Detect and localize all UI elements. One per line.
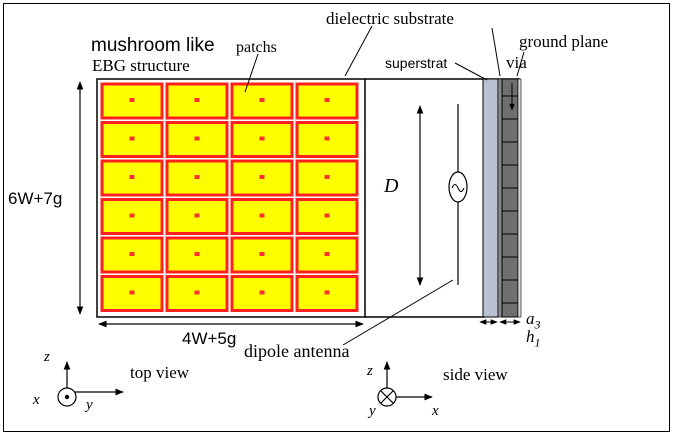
side-axis-z-label: z <box>367 363 373 379</box>
patch-via <box>259 290 265 295</box>
patch-via <box>129 136 135 141</box>
top-axis-x-dot <box>64 394 70 400</box>
ground-plane-label: ground plane <box>519 32 609 51</box>
ebg-patch <box>230 275 294 312</box>
ebg-patch <box>100 82 164 120</box>
ebg-patch <box>230 121 294 158</box>
ground-plane-layer <box>501 78 519 318</box>
patch-via <box>129 252 135 256</box>
leader-dielectric <box>344 25 373 77</box>
patch-via <box>259 98 265 102</box>
ebg-patch <box>100 121 164 158</box>
via-ticks <box>502 95 518 304</box>
leader-dipole <box>342 279 454 346</box>
h1-label: h1 <box>526 327 541 350</box>
ground-plane-metal <box>517 78 522 318</box>
side-axis-x-label: x <box>432 403 439 419</box>
leader-patches <box>244 53 259 93</box>
top-axis-x-label: x <box>33 392 40 408</box>
patch-via <box>324 213 330 218</box>
ebg-patch <box>165 198 229 235</box>
patch-via <box>324 175 330 179</box>
via-label: via <box>506 53 527 72</box>
superstrat-label: superstrat <box>385 55 448 71</box>
patch-via <box>259 136 265 141</box>
substrate-layer <box>497 78 503 318</box>
figure-frame <box>3 3 670 432</box>
title-line2: EBG structure <box>92 56 190 75</box>
width-dimension-label: 4W+5g <box>182 329 237 348</box>
top-view-label: top view <box>130 363 190 382</box>
title-line1: mushroom like <box>91 35 215 56</box>
dielectric-substrate-label: dielectric substrate <box>326 9 454 28</box>
sine-wave-icon <box>451 184 465 192</box>
patch-via <box>194 252 200 256</box>
patch-via <box>259 175 265 179</box>
leader-ground <box>516 51 525 77</box>
patch-via <box>324 252 330 256</box>
a3-label: a3 <box>526 309 541 332</box>
superstrate-layer <box>482 78 499 318</box>
patch-via <box>194 213 200 218</box>
patch-via <box>129 213 135 218</box>
patch-via <box>194 136 200 141</box>
height-dimension-label: 6W+7g <box>8 189 63 208</box>
side-axis-cross <box>380 390 394 404</box>
patches-label: patchs <box>236 39 277 56</box>
patch-via <box>324 290 330 295</box>
patch-via <box>194 98 200 102</box>
patch-via <box>129 98 135 102</box>
dipole-antenna-label: dipole antenna <box>244 341 350 361</box>
ebg-patch <box>295 159 359 197</box>
leader-superstrat <box>454 62 488 81</box>
side-axis-y-label: y <box>369 403 376 419</box>
distance-label: D <box>384 175 399 197</box>
top-axis-y-label: y <box>86 397 93 413</box>
patch-via <box>129 175 135 179</box>
patch-via <box>194 290 200 295</box>
side-view-label: side view <box>443 365 508 384</box>
patch-grid <box>100 82 359 312</box>
patch-via <box>259 213 265 218</box>
patch-via <box>324 98 330 102</box>
patch-via <box>129 290 135 295</box>
patch-via <box>194 175 200 179</box>
leader-dielectric-2 <box>491 27 501 77</box>
top-axis-z-label: z <box>44 349 50 365</box>
patch-via <box>324 136 330 141</box>
patch-via <box>259 252 265 256</box>
